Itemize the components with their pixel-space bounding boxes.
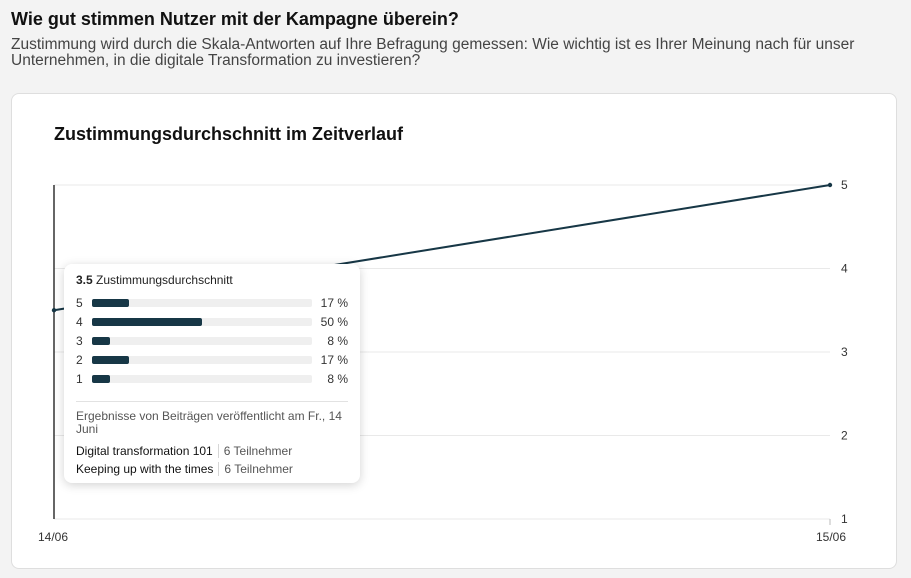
tooltip-percent-label: 17 % <box>320 295 348 310</box>
tooltip-bar-fill <box>92 336 110 345</box>
tooltip-bar-track <box>92 374 312 383</box>
tooltip-post: Keeping up with the times 6 Teilnehmer <box>76 460 348 478</box>
y-tick-label: 1 <box>841 512 848 526</box>
tooltip-post-name: Digital transformation 101 <box>76 444 219 458</box>
tooltip-distribution-row: 4 50 % <box>76 312 348 331</box>
x-tick-label: 15/06 <box>816 530 846 544</box>
tooltip-average-value: 3.5 <box>76 273 93 287</box>
chart-title: Zustimmungsdurchschnitt im Zeitverlauf <box>54 124 404 144</box>
tooltip-post-name: Keeping up with the times <box>76 462 220 476</box>
tooltip-percent-label: 8 % <box>327 333 348 348</box>
x-tick-label: 14/06 <box>38 530 68 544</box>
tooltip-distribution: 5 17 % 4 50 % 3 8 % 2 17 % 1 8 % <box>76 293 348 388</box>
y-tick-label: 3 <box>841 345 848 359</box>
tooltip-post-count: 6 Teilnehmer <box>223 444 293 458</box>
data-point[interactable] <box>51 308 57 313</box>
y-tick-label: 4 <box>841 262 848 276</box>
tooltip-percent-label: 8 % <box>327 371 348 386</box>
tooltip-divider <box>76 401 348 402</box>
tooltip-score-label: 4 <box>76 314 83 329</box>
hover-tooltip: 3.5 Zustimmungsdurchschnitt 5 17 % 4 50 % 3 8… <box>64 264 360 483</box>
tooltip-bar-track <box>92 355 312 364</box>
page-subtitle: Zustimmung wird durch die Skala-Antworte… <box>11 36 855 69</box>
tooltip-score-label: 5 <box>76 295 83 310</box>
tooltip-distribution-row: 2 17 % <box>76 350 348 369</box>
tooltip-bar-track <box>92 298 312 307</box>
tooltip-bar-fill <box>92 374 110 383</box>
tooltip-bar-track <box>92 317 312 326</box>
tooltip-note: Ergebnisse von Beiträgen veröffentlicht … <box>76 409 342 436</box>
tooltip-score-label: 2 <box>76 352 83 367</box>
tooltip-distribution-row: 5 17 % <box>76 293 348 312</box>
tooltip-bar-fill <box>92 317 202 326</box>
tooltip-average: 3.5 Zustimmungsdurchschnitt <box>76 273 348 287</box>
tooltip-score-label: 1 <box>76 371 83 386</box>
tooltip-average-label: Zustimmungsdurchschnitt <box>96 273 233 287</box>
tooltip-score-label: 3 <box>76 333 83 348</box>
page-title: Wie gut stimmen Nutzer mit der Kampagne … <box>11 9 459 29</box>
tooltip-percent-label: 50 % <box>320 314 348 329</box>
tooltip-percent-label: 17 % <box>320 352 348 367</box>
tooltip-distribution-row: 1 8 % <box>76 369 348 388</box>
tooltip-bar-fill <box>92 298 130 307</box>
tooltip-distribution-row: 3 8 % <box>76 331 348 350</box>
tooltip-bar-track <box>92 336 312 345</box>
tooltip-post-count: 6 Teilnehmer <box>224 462 293 476</box>
y-tick-label: 2 <box>841 429 848 443</box>
data-point[interactable] <box>827 182 833 188</box>
y-tick-label: 5 <box>841 178 848 192</box>
tooltip-bar-fill <box>92 355 130 364</box>
tooltip-post: Digital transformation 101 6 Teilnehmer <box>76 442 348 460</box>
